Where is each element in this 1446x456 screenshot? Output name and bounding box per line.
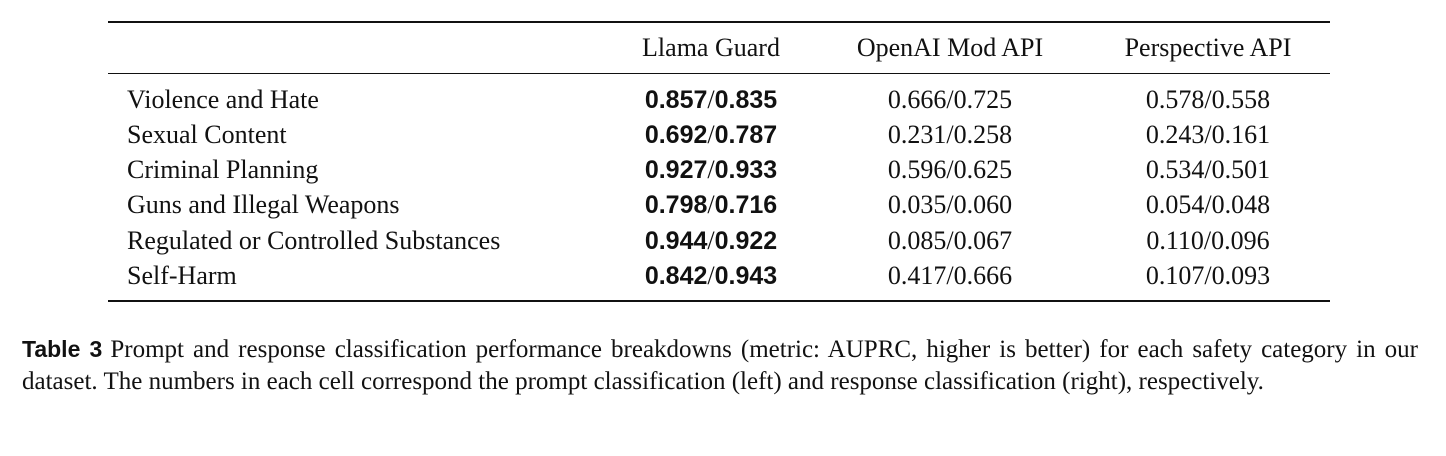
row-label: Self-Harm: [127, 261, 237, 290]
cell-part: 0.243: [1145, 120, 1205, 149]
caption-label: Table 3: [22, 336, 103, 362]
cell-part: 0.231: [887, 120, 947, 149]
bottom-rule: [108, 300, 1330, 302]
cell-part: /: [946, 120, 954, 149]
top-rule: [108, 21, 1330, 23]
table-cell: 0.231/0.258: [888, 120, 1012, 150]
cell-part: 0.798: [644, 191, 708, 219]
row-label: Criminal Planning: [127, 155, 319, 184]
cell-part: 0.933: [714, 156, 778, 184]
cell-part: /: [1204, 120, 1212, 149]
table-cell: 0.692/0.787: [645, 120, 777, 150]
cell-part: 0.716: [714, 191, 778, 219]
cell-part: 0.666: [953, 261, 1013, 290]
cell-part: 0.725: [953, 85, 1013, 114]
cell-part: 0.578: [1145, 85, 1205, 114]
cell-part: /: [707, 120, 715, 149]
cell-part: 0.666: [887, 85, 947, 114]
cell-part: /: [1204, 85, 1212, 114]
cell-part: /: [946, 226, 954, 255]
cell-part: /: [707, 190, 715, 219]
cell-part: /: [1204, 155, 1212, 184]
table-cell: 0.798/0.716: [645, 190, 777, 220]
cell-part: 0.534: [1145, 155, 1205, 184]
table-cell: 0.857/0.835: [645, 85, 777, 115]
table-cell: 0.842/0.943: [645, 261, 777, 291]
cell-part: 0.692: [644, 121, 708, 149]
table-cell: 0.054/0.048: [1146, 190, 1270, 220]
cell-part: /: [707, 226, 715, 255]
cell-part: 0.161: [1211, 120, 1271, 149]
cell-part: 0.035: [887, 190, 947, 219]
cell-part: 0.107: [1145, 261, 1205, 290]
cell-part: /: [946, 85, 954, 114]
table-cell: 0.085/0.067: [888, 226, 1012, 256]
cell-part: /: [946, 190, 954, 219]
cell-part: 0.258: [953, 120, 1013, 149]
cell-part: 0.054: [1145, 190, 1205, 219]
cell-part: 0.093: [1211, 261, 1271, 290]
cell-part: 0.927: [644, 156, 708, 184]
cell-part: 0.943: [714, 262, 778, 290]
cell-part: 0.067: [953, 226, 1013, 255]
row-label: Guns and Illegal Weapons: [127, 190, 400, 219]
cell-part: /: [946, 155, 954, 184]
cell-part: 0.085: [887, 226, 947, 255]
cell-part: 0.110: [1146, 226, 1204, 255]
cell-part: 0.842: [644, 262, 708, 290]
mid-rule: [108, 73, 1330, 74]
caption: Table 3 Prompt and response classificatio…: [22, 333, 1418, 398]
table-cell: 0.596/0.625: [888, 155, 1012, 185]
caption-text: Prompt and response classification perfo…: [22, 336, 1419, 395]
cell-part: /: [1204, 261, 1212, 290]
column-header: Perspective API: [1124, 33, 1292, 62]
table-cell: 0.243/0.161: [1146, 120, 1270, 150]
cell-part: /: [1204, 190, 1212, 219]
table-cell: 0.534/0.501: [1146, 155, 1270, 185]
table-cell: 0.417/0.666: [888, 261, 1012, 291]
cell-part: 0.625: [953, 155, 1013, 184]
cell-part: 0.857: [644, 86, 708, 114]
cell-part: 0.835: [714, 86, 778, 114]
cell-part: 0.558: [1211, 85, 1271, 114]
table-cell: 0.944/0.922: [645, 226, 777, 256]
cell-part: 0.944: [644, 227, 708, 255]
table-cell: 0.666/0.725: [888, 85, 1012, 115]
cell-part: /: [707, 85, 715, 114]
table-cell: 0.927/0.933: [645, 155, 777, 185]
cell-part: /: [707, 261, 715, 290]
cell-part: /: [707, 155, 715, 184]
table-cell: 0.578/0.558: [1146, 85, 1270, 115]
cell-part: 0.922: [714, 227, 778, 255]
cell-part: 0.501: [1211, 155, 1271, 184]
cell-part: 0.096: [1211, 226, 1270, 255]
cell-part: 0.596: [887, 155, 947, 184]
cell-part: /: [1203, 226, 1212, 255]
column-header: OpenAI Mod API: [856, 33, 1044, 62]
cell-part: 0.060: [953, 190, 1013, 219]
row-label: Sexual Content: [127, 120, 287, 149]
table-cell: 0.107/0.093: [1146, 261, 1270, 291]
row-label: Violence and Hate: [127, 85, 319, 114]
cell-part: 0.787: [714, 121, 778, 149]
cell-part: 0.417: [887, 261, 947, 290]
column-header: Llama Guard: [642, 33, 780, 62]
cell-part: 0.048: [1211, 190, 1271, 219]
table-cell: 0.110/0.096: [1146, 226, 1269, 256]
cell-part: /: [946, 261, 954, 290]
row-label: Regulated or Controlled Substances: [127, 226, 501, 255]
table-cell: 0.035/0.060: [888, 190, 1012, 220]
